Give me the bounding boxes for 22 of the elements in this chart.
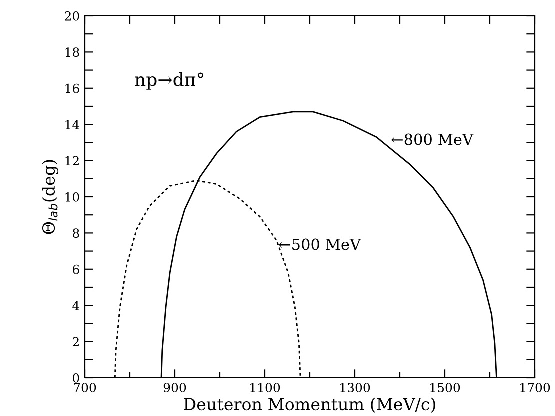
annotation: ←500 MeV (279, 238, 362, 250)
x-axis-title: Deuteron Momentum (MeV/c) (184, 398, 436, 413)
y-tick-label: 4 (72, 301, 80, 310)
y-tick-label: 6 (73, 264, 80, 274)
x-tick-label: 1700 (520, 383, 550, 393)
y-tick-label: 14 (66, 120, 80, 130)
annotation: np→dπ° (135, 72, 204, 90)
y-tick-label: 8 (73, 228, 80, 238)
y-tick-label: 16 (66, 84, 80, 94)
y-tick-label: 0 (73, 373, 80, 383)
x-tick-label: 900 (164, 383, 186, 393)
x-tick-label: 1100 (250, 383, 280, 393)
y-tick-label: 10 (66, 192, 80, 202)
y-tick-label: 12 (66, 156, 79, 166)
x-tick-label: 700 (74, 383, 96, 393)
x-tick-label: 1500 (430, 383, 460, 393)
y-tick-label: 20 (65, 11, 80, 21)
x-tick-label: 1300 (340, 383, 370, 393)
annotation: ←800 MeV (392, 134, 474, 146)
y-tick-label: 18 (66, 48, 80, 58)
y-tick-label: 2 (73, 337, 79, 347)
y-axis-title: Θ$_{lab}$(deg) (42, 160, 59, 234)
